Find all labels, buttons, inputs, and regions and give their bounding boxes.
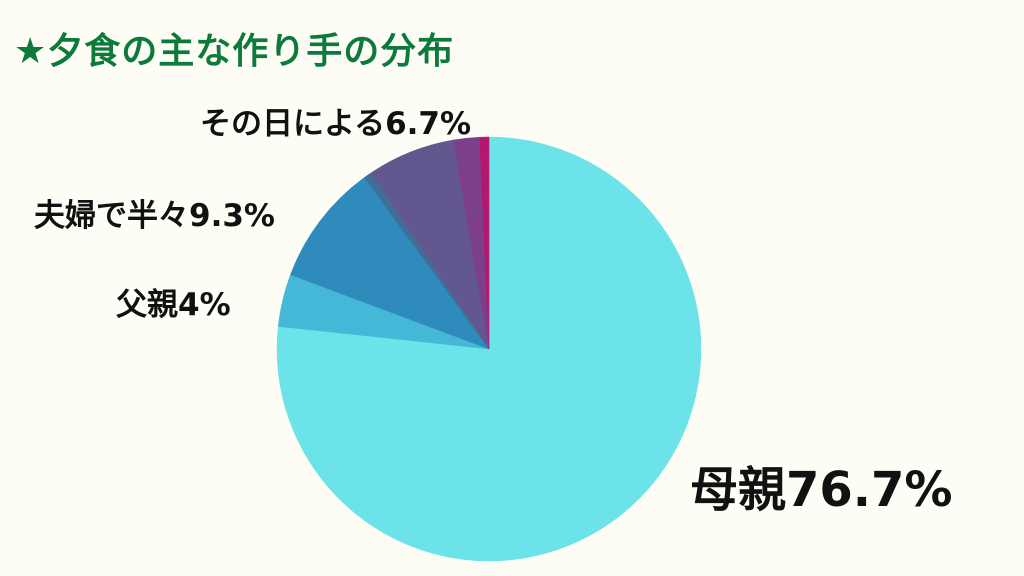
slice-label-chichi: 父親4% (116, 287, 231, 323)
slice-label-fufu: 夫婦で半々9.3% (34, 198, 275, 234)
pie-slice-0 (276, 136, 702, 562)
pie-slice-6 (479, 136, 490, 350)
slice-label-sonohi: その日による6.7% (200, 106, 472, 142)
pie-slice-2 (290, 177, 490, 350)
slice-label-haha: 母親76.7% (690, 462, 953, 518)
chart-title: ★夕食の主な作り手の分布 (14, 31, 455, 72)
